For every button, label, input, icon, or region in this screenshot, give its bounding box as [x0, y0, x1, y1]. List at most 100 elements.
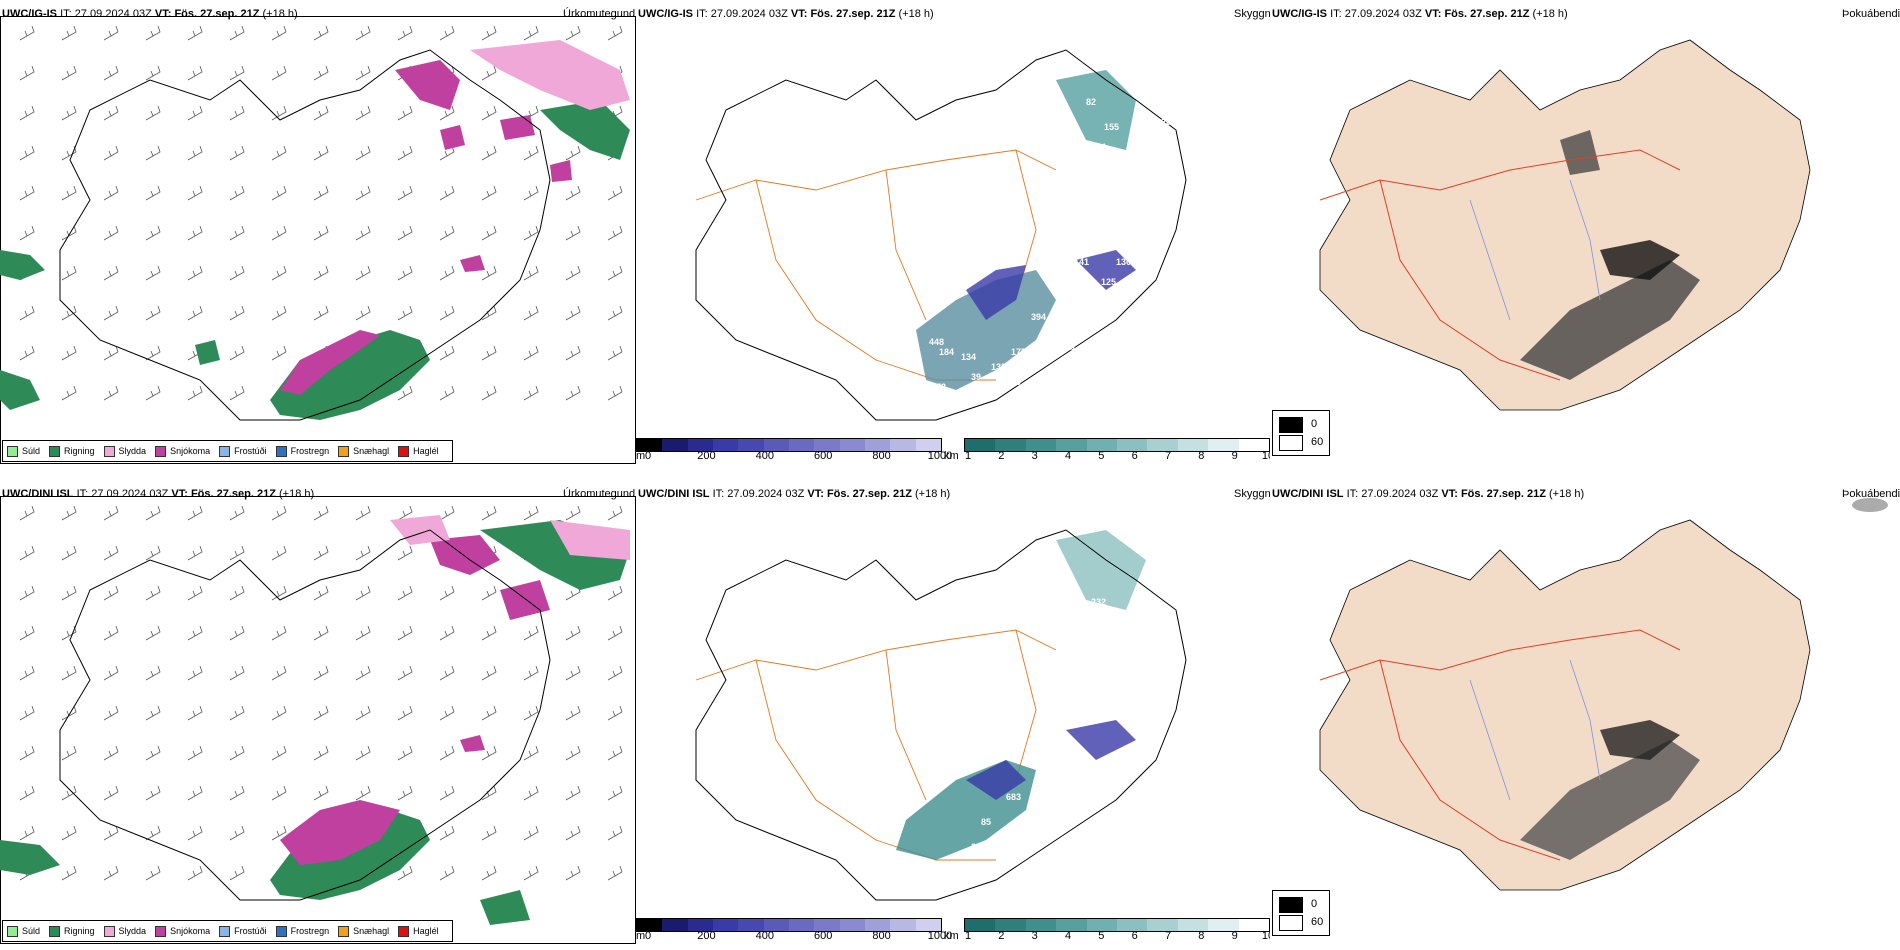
wind-barb: [523, 385, 539, 401]
wind-barb: [103, 585, 119, 601]
wind-barb: [61, 825, 77, 841]
colorbar-swatch: [1177, 439, 1209, 451]
colorbar-tick-label: 1000: [927, 450, 953, 462]
visibility-ticks: 1 2 3 4 5 6 7 8 9 10: [965, 930, 1274, 944]
colorbar-swatch: [839, 919, 865, 931]
colorbar-tick-label: 800: [872, 930, 891, 942]
wind-barb: [145, 665, 161, 681]
wind-barb: [313, 305, 329, 321]
wind-barb: [103, 105, 119, 121]
colorbar-tick-label: 3: [1031, 450, 1038, 462]
wind-barb: [355, 785, 371, 801]
wind-barb: [397, 505, 413, 521]
wind-barb: [565, 225, 581, 241]
visibility-value-label: 10: [1086, 522, 1096, 532]
wind-barb: [19, 665, 35, 681]
panel-header: UWC/DINI ISL IT: 27.09.2024 03Z VT: Fös.…: [2, 488, 315, 500]
wind-barb: [271, 785, 287, 801]
visibility-value-label: 29: [1011, 377, 1021, 387]
iceland-coastline: [59, 49, 551, 421]
wind-barb: [565, 705, 581, 721]
colorbar-tick-label: 400: [755, 450, 774, 462]
wind-barb: [481, 665, 497, 681]
visibility-value-label: 43: [901, 172, 911, 182]
panel-header: UWC/DINI ISL IT: 27.09.2024 03Z VT: Fös.…: [638, 488, 951, 500]
wind-barb: [523, 665, 539, 681]
wind-barb: [313, 625, 329, 641]
visibility-value-label: 141: [1074, 257, 1089, 267]
wind-barb: [523, 345, 539, 361]
wind-barb: [397, 665, 413, 681]
wind-barb: [145, 705, 161, 721]
precip-rain-area: [0, 100, 630, 420]
legend-item-snjokoma: Snjókoma: [155, 445, 210, 457]
wind-barb: [61, 745, 77, 761]
wind-barb: [19, 545, 35, 561]
wind-barb: [187, 505, 203, 521]
fog-map-1: UWC/IG-IS IT: 27.09.2024 03Z VT: Fös. 27…: [1270, 0, 1900, 470]
legend-item-snjokoma: Snjókoma: [155, 925, 210, 937]
colorbar-tick-label: 800: [872, 450, 891, 462]
wind-barb: [397, 225, 413, 241]
panel-title: Skyggni: [1234, 8, 1274, 20]
wind-barb: [313, 265, 329, 281]
wind-barb: [61, 705, 77, 721]
wind-barb: [565, 25, 581, 41]
visibility-value-label: 72: [1081, 617, 1091, 627]
wind-barb: [523, 825, 539, 841]
wind-barb: [145, 385, 161, 401]
wind-barb: [313, 585, 329, 601]
wind-barb: [103, 345, 119, 361]
legend-item-slydda: Slydda: [103, 445, 146, 457]
wind-barb: [439, 585, 455, 601]
wind-barb: [19, 345, 35, 361]
wind-barb: [607, 865, 623, 881]
fog-legend: 0 60: [1272, 410, 1330, 456]
wind-barb: [481, 65, 497, 81]
wind-barb: [481, 225, 497, 241]
colorbar-swatch: [763, 919, 789, 931]
legend-item-sudl: Súld: [7, 925, 40, 937]
colorbar-swatch: [1208, 439, 1239, 451]
iceland-coastline: [59, 529, 551, 901]
wind-barb: [61, 65, 77, 81]
colorbar-swatch: [965, 919, 996, 931]
visibility-ticks: 1 2 3 4 5 6 7 8 9 10: [965, 450, 1274, 464]
colorbar-swatch: [1056, 919, 1087, 931]
wind-barb: [607, 585, 623, 601]
wind-barb: [397, 705, 413, 721]
wind-barb: [229, 345, 245, 361]
wind-barb: [439, 305, 455, 321]
wind-barb: [61, 545, 77, 561]
fog-label-60: 60: [1311, 916, 1324, 928]
colorbar-swatch: [915, 919, 941, 931]
wind-barb: [61, 505, 77, 521]
colorbar-tick-label: 4: [1064, 450, 1072, 462]
wind-barb: [19, 105, 35, 121]
wind-barb: [145, 625, 161, 641]
wind-barb: [481, 25, 497, 41]
colorbar-swatch: [965, 439, 996, 451]
wind-barb: [145, 65, 161, 81]
panel-title: Úrkomutegund: [563, 488, 636, 500]
wind-barb: [397, 305, 413, 321]
wind-barb: [355, 625, 371, 641]
wind-barb: [187, 865, 203, 881]
wind-barb: [523, 745, 539, 761]
wind-barb: [313, 65, 329, 81]
wind-barb: [481, 585, 497, 601]
wind-barb: [61, 625, 77, 641]
wind-barb: [607, 825, 623, 841]
precip-sleet-area: [470, 40, 630, 110]
wind-barb: [229, 265, 245, 281]
visibility-value-label: 29: [971, 842, 981, 852]
visibility-area: [896, 530, 1146, 860]
wind-barb: [61, 385, 77, 401]
wind-barb: [481, 625, 497, 641]
wind-barb: [607, 305, 623, 321]
wind-barb: [523, 705, 539, 721]
land-area: [1319, 519, 1811, 891]
visibility-value-label: 173: [931, 382, 946, 392]
wind-barb: [565, 505, 581, 521]
